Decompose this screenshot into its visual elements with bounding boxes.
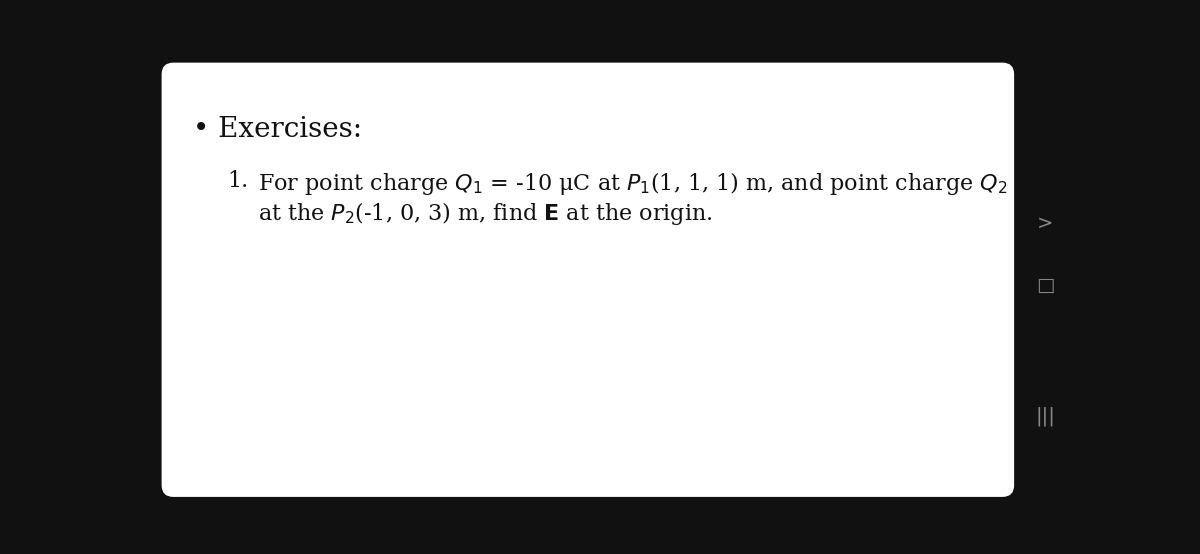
- Text: at the $P_2$(-1, 0, 3) m, find $\mathbf{E}$ at the origin.: at the $P_2$(-1, 0, 3) m, find $\mathbf{…: [258, 201, 713, 228]
- Text: □: □: [1036, 276, 1055, 295]
- FancyBboxPatch shape: [162, 63, 1014, 497]
- Text: 1.: 1.: [228, 170, 248, 192]
- Text: • Exercises:: • Exercises:: [193, 116, 361, 143]
- Text: >: >: [1037, 214, 1054, 233]
- Text: |||: |||: [1036, 406, 1055, 426]
- Text: For point charge $Q_1$ = -10 μC at $P_1$(1, 1, 1) m, and point charge $Q_2$ = 30: For point charge $Q_1$ = -10 μC at $P_1$…: [258, 170, 1109, 197]
